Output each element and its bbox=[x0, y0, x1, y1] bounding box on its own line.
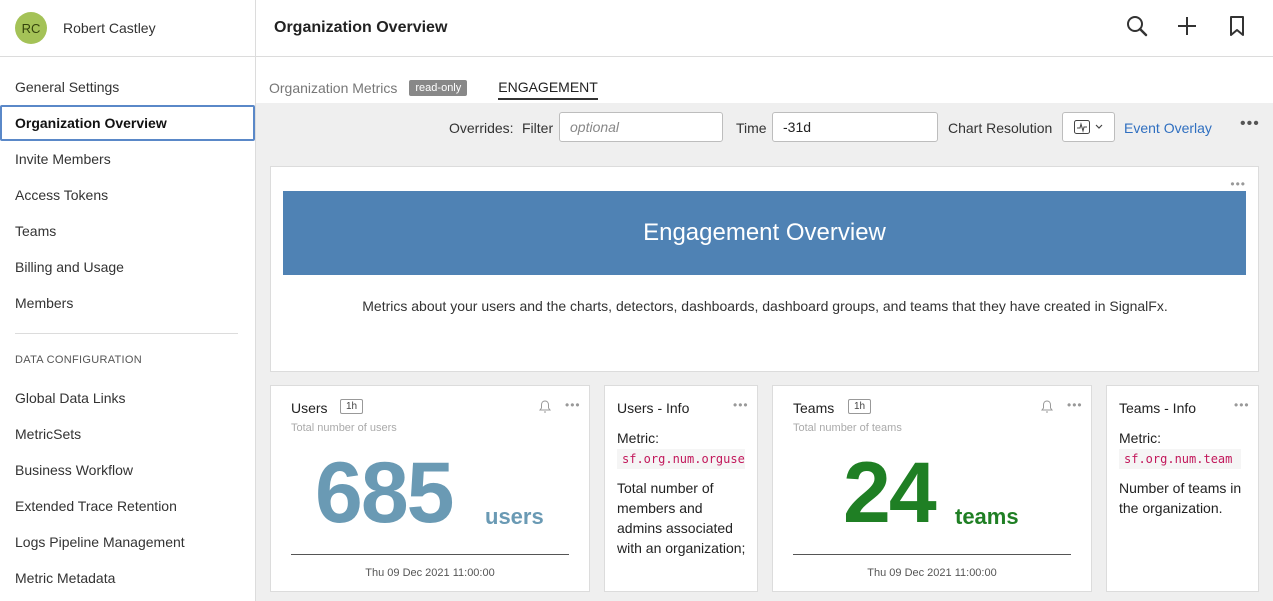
dashboard-content: ••• Engagement Overview Metrics about yo… bbox=[256, 152, 1273, 601]
tab-organization-metrics[interactable]: Organization Metrics bbox=[269, 80, 398, 96]
page-title: Organization Overview bbox=[274, 19, 448, 36]
bell-icon[interactable] bbox=[1041, 400, 1053, 413]
overview-description: Metrics about your users and the charts,… bbox=[362, 298, 1168, 314]
card-more-icon[interactable]: ••• bbox=[565, 398, 581, 412]
sidebar-item-organization-overview[interactable]: Organization Overview bbox=[0, 105, 255, 141]
resolution-badge: 1h bbox=[340, 399, 364, 414]
header-actions bbox=[1125, 14, 1249, 38]
users-info-card: Users - Info ••• Metric: sf.org.num.orgu… bbox=[604, 385, 758, 592]
read-only-badge: read-only bbox=[409, 80, 468, 96]
teams-chart-card: Teams 1h Total number of teams ••• 24 te… bbox=[772, 385, 1092, 592]
users-card-title[interactable]: Users bbox=[291, 400, 328, 416]
card-divider bbox=[291, 554, 569, 555]
plus-icon[interactable] bbox=[1175, 14, 1199, 38]
sidebar-nav: General Settings Organization Overview I… bbox=[0, 57, 255, 596]
sidebar-item-members[interactable]: Members bbox=[15, 295, 74, 311]
engagement-overview-panel: ••• Engagement Overview Metrics about yo… bbox=[270, 166, 1259, 372]
chart-resolution-icon bbox=[1074, 120, 1090, 134]
sidebar-item-teams[interactable]: Teams bbox=[15, 223, 57, 239]
avatar[interactable]: RC bbox=[15, 12, 47, 44]
overrides-label: Overrides: bbox=[449, 120, 514, 136]
dashboard-tabs: Organization Metrics read-only ENGAGEMEN… bbox=[269, 76, 598, 100]
teams-timestamp: Thu 09 Dec 2021 11:00:00 bbox=[867, 567, 997, 579]
filter-label: Filter bbox=[522, 120, 554, 136]
metric-name: sf.org.num.orguser bbox=[617, 449, 745, 469]
overview-banner: Engagement Overview bbox=[283, 191, 1246, 275]
users-timestamp: Thu 09 Dec 2021 11:00:00 bbox=[365, 567, 495, 579]
teams-unit: teams bbox=[955, 504, 1019, 529]
card-more-icon[interactable]: ••• bbox=[1234, 398, 1250, 412]
overrides-bar: Overrides: Filter optional Time -31d Cha… bbox=[256, 103, 1273, 152]
users-unit: users bbox=[485, 504, 544, 529]
teams-value: 24 bbox=[843, 445, 937, 541]
sidebar-item-logs-pipeline-management[interactable]: Logs Pipeline Management bbox=[15, 534, 185, 550]
teams-card-subtitle: Total number of teams bbox=[793, 422, 902, 434]
sidebar: RC Robert Castley General Settings Organ… bbox=[0, 0, 256, 601]
sidebar-section-title: DATA CONFIGURATION bbox=[15, 354, 143, 366]
teams-info-card: Teams - Info ••• Metric: sf.org.num.team… bbox=[1106, 385, 1259, 592]
page-header: Organization Overview bbox=[256, 0, 1273, 57]
sidebar-item-metricsets[interactable]: MetricSets bbox=[15, 426, 82, 442]
sidebar-item-business-workflow[interactable]: Business Workflow bbox=[15, 462, 134, 478]
teams-info-title[interactable]: Teams - Info bbox=[1119, 400, 1197, 416]
panel-more-icon[interactable]: ••• bbox=[1230, 177, 1246, 191]
users-value: 685 bbox=[315, 445, 454, 541]
sidebar-item-metric-metadata[interactable]: Metric Metadata bbox=[15, 570, 116, 586]
users-info-description: Total number of members and admins assoc… bbox=[617, 480, 746, 556]
sidebar-item-general-settings[interactable]: General Settings bbox=[15, 79, 120, 95]
teams-info-description: Number of teams in the organization. bbox=[1119, 480, 1242, 516]
resolution-badge: 1h bbox=[848, 399, 872, 414]
teams-card-title[interactable]: Teams bbox=[793, 400, 835, 416]
sidebar-item-invite-members[interactable]: Invite Members bbox=[15, 151, 111, 167]
card-divider bbox=[793, 554, 1071, 555]
tab-engagement[interactable]: ENGAGEMENT bbox=[498, 76, 598, 100]
metric-label: Metric: bbox=[617, 430, 659, 446]
time-input[interactable]: -31d bbox=[772, 112, 938, 142]
search-icon[interactable] bbox=[1125, 14, 1149, 38]
chart-resolution-label: Chart Resolution bbox=[948, 120, 1053, 136]
sidebar-item-extended-trace-retention[interactable]: Extended Trace Retention bbox=[15, 498, 177, 514]
users-card-subtitle: Total number of users bbox=[291, 422, 397, 434]
event-overlay-button[interactable]: Event Overlay bbox=[1124, 120, 1212, 136]
bookmark-icon[interactable] bbox=[1225, 14, 1249, 38]
chevron-down-icon bbox=[1095, 124, 1103, 129]
metric-name: sf.org.num.team bbox=[1119, 449, 1241, 469]
users-info-title[interactable]: Users - Info bbox=[617, 400, 690, 416]
users-chart-card: Users 1h Total number of users ••• 685 u… bbox=[270, 385, 590, 592]
bell-icon[interactable] bbox=[539, 400, 551, 413]
user-name: Robert Castley bbox=[63, 20, 156, 36]
sidebar-item-billing-and-usage[interactable]: Billing and Usage bbox=[15, 259, 124, 275]
sidebar-item-access-tokens[interactable]: Access Tokens bbox=[15, 187, 109, 203]
sidebar-item-global-data-links[interactable]: Global Data Links bbox=[15, 390, 126, 406]
more-options-icon[interactable]: ••• bbox=[1240, 115, 1260, 132]
sidebar-divider bbox=[15, 333, 238, 334]
chart-resolution-dropdown[interactable] bbox=[1062, 112, 1115, 142]
user-profile[interactable]: RC Robert Castley bbox=[0, 0, 255, 57]
time-label: Time bbox=[736, 120, 767, 136]
metric-label: Metric: bbox=[1119, 430, 1161, 446]
filter-input[interactable]: optional bbox=[559, 112, 723, 142]
card-more-icon[interactable]: ••• bbox=[1067, 398, 1083, 412]
card-more-icon[interactable]: ••• bbox=[733, 398, 749, 412]
